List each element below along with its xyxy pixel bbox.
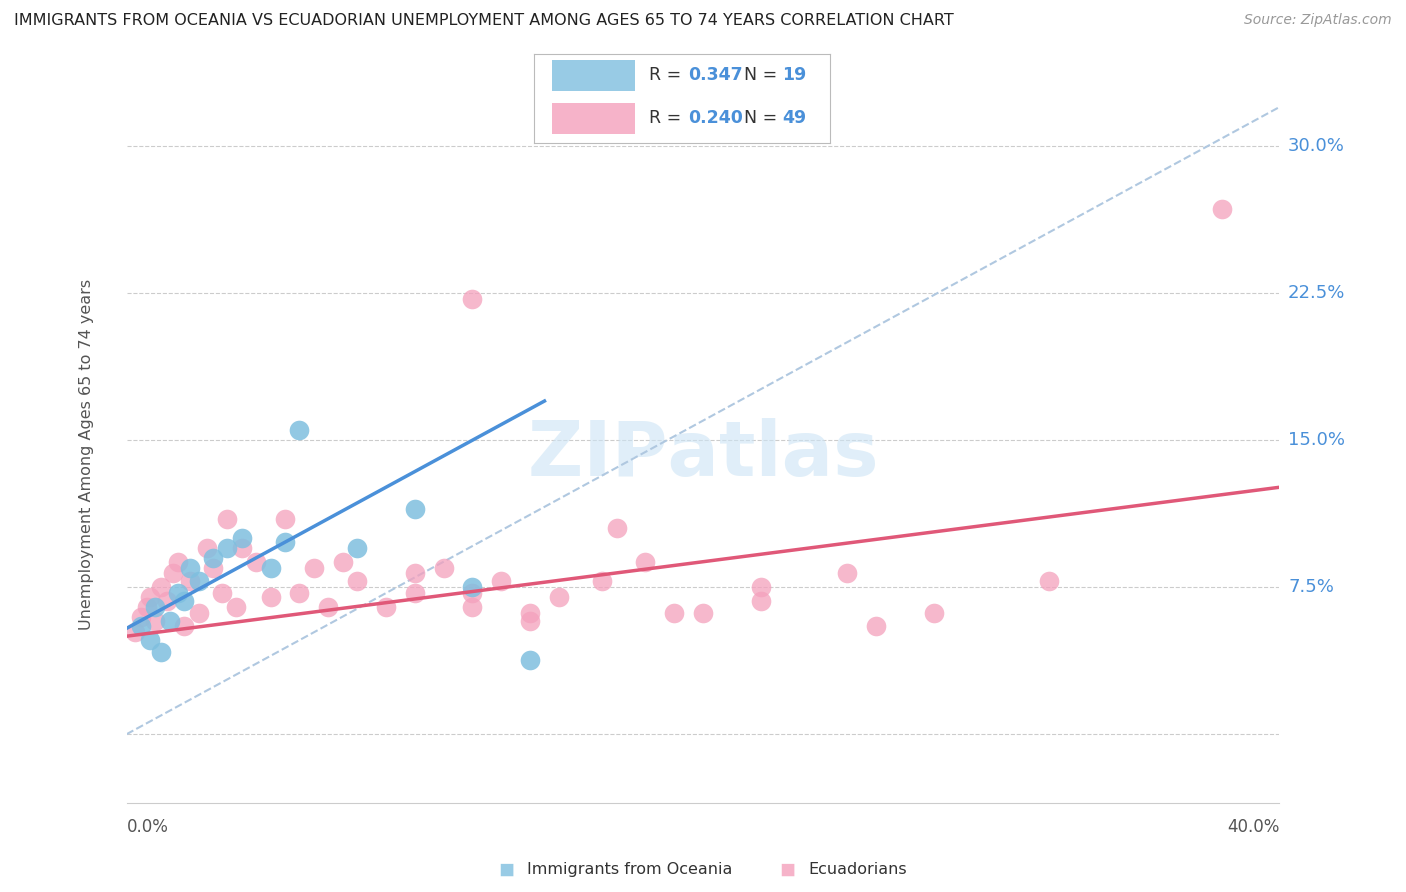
- Point: [749, 594, 772, 608]
- Point: [202, 560, 225, 574]
- Point: [548, 590, 571, 604]
- Point: [835, 566, 858, 581]
- Text: ◼: ◼: [779, 860, 796, 880]
- Point: [231, 531, 253, 545]
- Point: [129, 619, 152, 633]
- Point: [259, 560, 281, 574]
- Point: [162, 566, 184, 581]
- Text: 0.240: 0.240: [688, 109, 742, 128]
- Text: 19: 19: [782, 66, 807, 85]
- Point: [225, 599, 247, 614]
- Point: [519, 653, 541, 667]
- Point: [274, 535, 297, 549]
- Point: [150, 580, 173, 594]
- Point: [179, 574, 201, 589]
- Point: [202, 550, 225, 565]
- Point: [433, 560, 456, 574]
- Point: [404, 501, 426, 516]
- Point: [145, 614, 166, 628]
- Point: [865, 619, 887, 633]
- Text: N =: N =: [744, 109, 783, 128]
- Point: [167, 586, 190, 600]
- Text: Immigrants from Oceania: Immigrants from Oceania: [527, 863, 733, 877]
- Point: [231, 541, 253, 555]
- Point: [129, 609, 152, 624]
- Text: 0.0%: 0.0%: [127, 819, 169, 837]
- Point: [195, 541, 218, 555]
- Point: [187, 574, 209, 589]
- Point: [461, 599, 484, 614]
- Point: [404, 566, 426, 581]
- Point: [692, 606, 714, 620]
- Point: [461, 292, 484, 306]
- Point: [288, 586, 311, 600]
- Point: [591, 574, 613, 589]
- Text: 49: 49: [782, 109, 807, 128]
- Point: [489, 574, 512, 589]
- Text: R =: R =: [650, 66, 688, 85]
- Point: [664, 606, 686, 620]
- Point: [150, 645, 173, 659]
- Point: [217, 511, 239, 525]
- Point: [1211, 202, 1233, 216]
- Point: [605, 521, 627, 535]
- Point: [346, 541, 368, 555]
- Point: [749, 580, 772, 594]
- Text: 30.0%: 30.0%: [1288, 137, 1346, 155]
- Point: [302, 560, 325, 574]
- Text: ZIP​atlas: ZIP​atlas: [527, 418, 879, 491]
- Point: [159, 614, 181, 628]
- Point: [187, 606, 209, 620]
- Text: 40.0%: 40.0%: [1227, 819, 1279, 837]
- Point: [461, 580, 484, 594]
- Text: 7.5%: 7.5%: [1288, 578, 1334, 596]
- Point: [138, 590, 160, 604]
- Point: [922, 606, 945, 620]
- Bar: [553, 60, 634, 91]
- Text: IMMIGRANTS FROM OCEANIA VS ECUADORIAN UNEMPLOYMENT AMONG AGES 65 TO 74 YEARS COR: IMMIGRANTS FROM OCEANIA VS ECUADORIAN UN…: [14, 13, 953, 29]
- Point: [167, 555, 190, 569]
- Text: R =: R =: [650, 109, 688, 128]
- Point: [274, 511, 297, 525]
- Point: [156, 594, 179, 608]
- Bar: [553, 103, 634, 134]
- Point: [1038, 574, 1060, 589]
- Point: [135, 599, 157, 614]
- Point: [173, 594, 195, 608]
- Point: [374, 599, 398, 614]
- Point: [211, 586, 233, 600]
- Text: Ecuadorians: Ecuadorians: [808, 863, 907, 877]
- Text: 0.347: 0.347: [688, 66, 742, 85]
- Text: ◼: ◼: [498, 860, 515, 880]
- Text: 15.0%: 15.0%: [1288, 431, 1346, 450]
- Point: [634, 555, 657, 569]
- Text: N =: N =: [744, 66, 783, 85]
- Point: [145, 599, 166, 614]
- Text: Source: ZipAtlas.com: Source: ZipAtlas.com: [1244, 13, 1392, 28]
- Point: [124, 625, 146, 640]
- Text: 22.5%: 22.5%: [1288, 285, 1346, 302]
- Point: [173, 619, 195, 633]
- Point: [346, 574, 368, 589]
- Point: [138, 633, 160, 648]
- Point: [519, 606, 541, 620]
- Point: [217, 541, 239, 555]
- Point: [288, 424, 311, 438]
- Point: [461, 586, 484, 600]
- Point: [519, 614, 541, 628]
- Point: [259, 590, 281, 604]
- Point: [179, 560, 201, 574]
- Text: Unemployment Among Ages 65 to 74 years: Unemployment Among Ages 65 to 74 years: [79, 279, 94, 631]
- Point: [332, 555, 354, 569]
- Point: [404, 586, 426, 600]
- Point: [245, 555, 267, 569]
- Point: [318, 599, 340, 614]
